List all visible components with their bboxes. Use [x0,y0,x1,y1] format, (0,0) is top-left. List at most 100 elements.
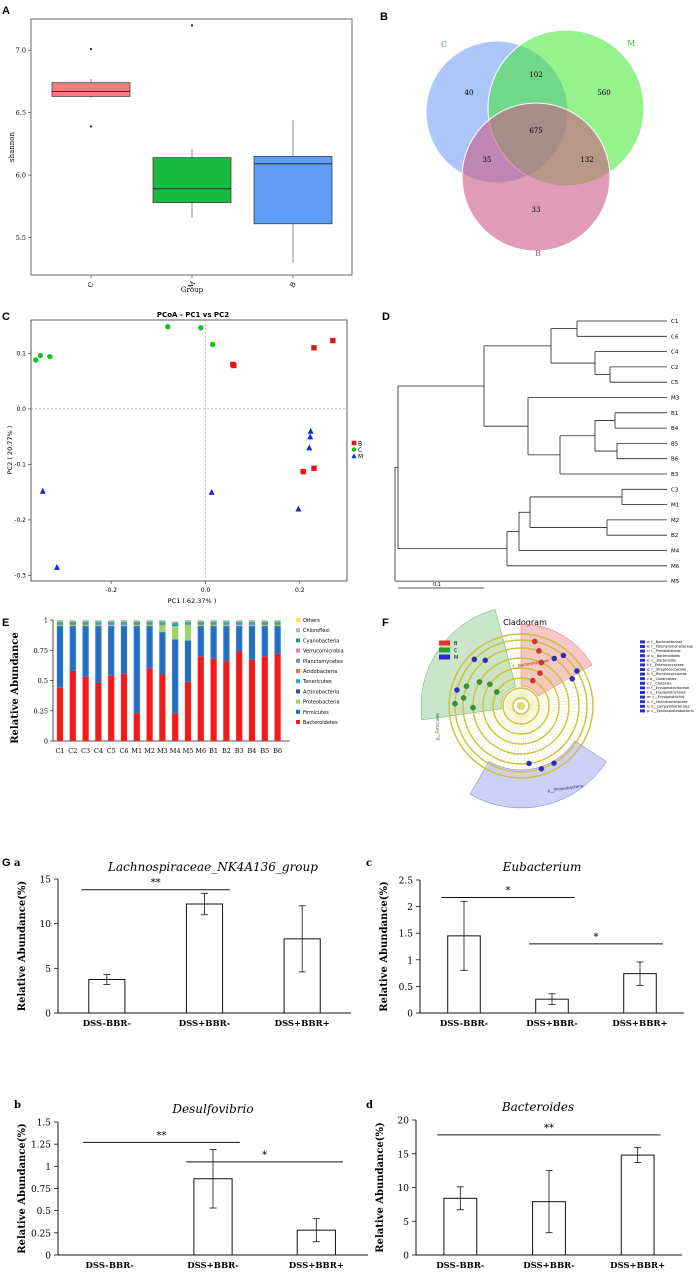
panel-e-legend-label: Acidobacteria [303,669,337,675]
venn-region-all: 675 [529,127,542,135]
panel-e-legend-swatch [296,699,300,704]
stacked-bar-segment-tenericutes [261,621,268,625]
dendrogram-leaf-label: B2 [671,533,678,539]
panel-e-letter: E [2,617,9,629]
cladogram-legend-label: p: c__Epsilonproteobacteria [647,709,694,713]
panel-e-legend-swatch [296,658,300,663]
cladogram-sector-firmicutes [420,609,517,721]
panel-d-scale-label: 0.1 [433,582,441,588]
panel-b-letter: B [380,11,388,23]
cladogram-spoke [528,708,590,729]
cladogram-legend-swatch [640,709,645,713]
panel-e-ytick-label: 1 [44,617,48,625]
cladogram-node [538,766,545,772]
panel-g-xtick-label: DSS-BBR- [83,1019,132,1029]
cladogram-spoke [526,712,568,762]
pcoa-point-m [307,427,314,434]
cladogram-spoke [482,712,517,768]
stacked-bar-segment-firmicutes [197,626,204,657]
dendrogram-leaf-label: M3 [671,396,680,402]
pcoa-point-b [311,345,317,351]
stacked-bar-segment-firmicutes [82,626,89,677]
panel-g-xtick-label: DSS-BBR- [86,1261,135,1271]
panel-g-ytick-label: 1 [407,956,413,966]
cladogram-spoke [528,707,592,719]
stacked-bar-segment-bacteroidetes [133,713,140,741]
panel-e-legend-label: Others [303,618,320,624]
stacked-bar-segment-proteobacteria [69,624,76,627]
stacked-bar-segment-firmicutes [159,632,166,675]
stacked-bar-segment-actinobacteria [223,624,230,625]
stacked-bar-segment-proteobacteria [210,624,217,627]
cladogram-spoke [526,654,572,701]
stacked-bar-segment-bacteroidetes [184,681,192,741]
panel-g-bar [443,1197,478,1256]
panel-g-xtick-label: DSS-BBR- [436,1261,485,1271]
panel-g-xtick-label: DSS+BBR- [523,1261,575,1271]
panel-g-title: Lachnospiraceae_NK4A136_group [107,860,318,874]
venn-region-c-m: 102 [529,71,542,79]
panel-g-sub-letter: a [14,858,21,869]
cladogram-legend-swatch [640,649,645,653]
panel-g-d-chart: d Bacteroides Relative Abundance(%) 0 5 10 15 2… [366,1100,682,1271]
pcoa-point-b [311,465,317,471]
panel-g-letter: G [2,857,11,869]
cladogram-spoke [528,683,590,704]
cladogram-legend-swatch [640,668,645,671]
stacked-bar-segment-bacteroidetes [223,661,230,741]
pcoa-point-c [33,357,39,363]
panel-g-significance-label: ** [544,1123,554,1134]
box-b [253,156,333,225]
panel-g-xtick-label: DSS+BBR+ [289,1261,344,1271]
cladogram-spoke [528,709,586,738]
cladogram-spoke [496,713,519,774]
cladogram-spoke [487,713,518,770]
stacked-bar-segment-firmicutes [184,640,192,682]
pcoa-point-c [47,353,53,360]
dendrogram-leaf-label: C6 [671,334,679,340]
cladogram-node [471,656,478,663]
cladogram-legend-label: d: o__Bacteroidales [647,654,680,658]
panel-g-sub-letter: c [366,858,372,869]
stacked-bar-segment-bacteroidetes [69,670,76,741]
stacked-bar-segment-bacteroidetes [172,713,179,741]
cladogram-spoke [505,713,520,777]
panel-a-boxplot: shannon Group 5.5 6.0 6.5 7.0 C M B [8,18,353,294]
venn-region-c-b: 35 [483,156,492,164]
cladogram-spoke [523,713,546,774]
cladogram-spoke [449,698,514,706]
panel-e-xtick-label: B6 [273,747,282,755]
panel-g-ytick-label: 0.25 [31,1229,51,1239]
panel-c-ytick-label: -0.1 [14,461,26,468]
stacked-bar-segment-firmicutes [236,626,243,652]
stacked-bar-segment-bacteroidetes [108,675,115,741]
cladogram-spoke [450,707,514,719]
panel-f-title: Cladogram [503,618,547,627]
stacked-bar-segment-actinobacteria [159,624,166,625]
stacked-bar-segment-bacteroidetes [248,659,256,741]
panel-g-ytick-label: 15 [398,1150,410,1160]
cladogram-spoke [527,665,581,702]
cladogram-node [463,683,470,689]
panel-g-a-chart: a Lachnospiraceae_NK4A136_group Relative A… [14,858,351,1029]
cladogram-spoke [478,712,517,765]
stacked-bar-segment-proteobacteria [236,624,243,627]
panel-e-xtick-label: M5 [183,747,194,755]
cladogram-spoke [510,634,521,699]
stacked-bar-segment-firmicutes [274,626,281,654]
cladogram-spoke [478,647,517,700]
cladogram-spoke [501,713,519,776]
panel-a-ytick-label: 6.5 [16,109,26,117]
cladogram-spoke [461,710,515,747]
panel-e-xtick-label: C6 [119,747,128,755]
panel-g-ytick-label: 10 [398,1184,410,1194]
panel-g-ytick-label: 2 [407,903,413,913]
stacked-bar-segment-tenericutes [69,621,76,625]
cladogram-legend-swatch [640,691,645,694]
panel-g-significance-label: ** [151,878,161,889]
panel-g-title: Desulfovibrio [171,1102,253,1116]
cladogram-spoke [528,688,591,705]
panel-g-sub-letter: b [14,1100,21,1111]
panel-e-xtick-label: B3 [235,747,244,755]
